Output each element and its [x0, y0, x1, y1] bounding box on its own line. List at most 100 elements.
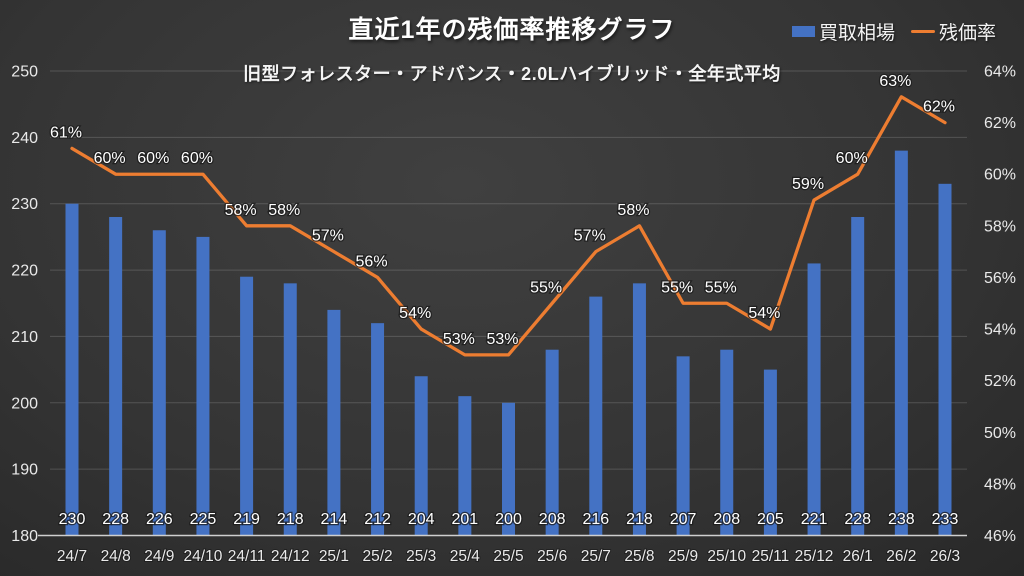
- bar: [502, 402, 515, 536]
- bar-value-label: 201: [451, 511, 478, 528]
- bar-value-label: 218: [277, 511, 304, 528]
- x-axis-label: 24/12: [271, 548, 310, 565]
- legend-item-zankaritsu: 残価率: [910, 18, 996, 45]
- bar-value-label: 207: [670, 511, 697, 528]
- right-axis-tick-label: 48%: [984, 476, 1016, 493]
- residual-rate-line: [70, 95, 947, 357]
- left-axis-tick-label: 190: [11, 462, 38, 479]
- line-value-label: 60%: [836, 150, 868, 167]
- x-axis-label: 25/6: [537, 548, 567, 565]
- right-axis-tick-label: 56%: [984, 270, 1016, 287]
- line-value-label: 59%: [792, 176, 824, 193]
- x-axis-label: 25/11: [752, 548, 790, 565]
- bar: [152, 230, 166, 536]
- bar: [851, 216, 865, 536]
- x-axis-label: 25/3: [406, 548, 436, 565]
- left-axis-tick-label: 250: [11, 64, 38, 81]
- x-axis-label: 25/12: [795, 548, 834, 565]
- bar-value-label: 205: [757, 511, 784, 528]
- left-axis-tick-label: 240: [11, 130, 38, 147]
- bar: [807, 263, 821, 536]
- right-axis-tick-label: 64%: [984, 64, 1016, 81]
- x-axis-label: 24/11: [228, 548, 266, 565]
- legend-label: 残価率: [938, 23, 996, 44]
- bar: [545, 349, 559, 536]
- bar: [763, 369, 777, 536]
- line-value-label: 55%: [705, 279, 737, 296]
- x-axis-label: 26/2: [886, 548, 916, 565]
- line-value-label: 55%: [530, 279, 562, 296]
- line-value-label: 54%: [748, 305, 780, 322]
- right-axis-tick-label: 62%: [984, 115, 1016, 132]
- bar: [196, 236, 210, 536]
- left-axis-tick-label: 180: [11, 528, 38, 545]
- bar-value-label: 216: [582, 511, 609, 528]
- bar-value-label: 230: [59, 511, 86, 528]
- x-axis-label: 25/10: [707, 548, 746, 565]
- bar: [458, 396, 472, 536]
- bar: [414, 376, 428, 536]
- bar-value-label: 208: [539, 511, 566, 528]
- bar: [589, 296, 603, 536]
- bar-swatch-icon: [791, 26, 815, 37]
- line-value-label: 56%: [356, 253, 388, 270]
- bar: [240, 276, 254, 536]
- line-value-label: 60%: [181, 150, 213, 167]
- line-value-label: 57%: [574, 228, 606, 245]
- chart-title: 直近1年の残価率推移グラフ: [348, 16, 676, 44]
- x-axis-label: 26/1: [843, 548, 873, 565]
- bar-value-label: 221: [801, 511, 828, 528]
- x-axis-label: 25/2: [362, 548, 392, 565]
- right-axis-tick-label: 58%: [984, 218, 1016, 235]
- line-value-label: 63%: [879, 73, 911, 90]
- bar-value-label: 238: [888, 511, 915, 528]
- bar: [327, 309, 341, 536]
- bar-value-label: 225: [190, 511, 217, 528]
- bar: [632, 283, 646, 536]
- x-axis-label: 25/5: [493, 548, 523, 565]
- bar-value-label: 200: [495, 511, 522, 528]
- x-axis-label: 26/3: [930, 548, 960, 565]
- x-axis-label: 24/9: [144, 548, 174, 565]
- x-axis-label: 25/8: [624, 548, 654, 565]
- line-value-label: 55%: [661, 279, 693, 296]
- bar-value-label: 226: [146, 511, 173, 528]
- right-axis-tick-label: 46%: [984, 528, 1016, 545]
- chart-subtitle: 旧型フォレスター・アドバンス・2.0Lハイブリッド・全年式平均: [243, 64, 781, 84]
- line-value-label: 58%: [617, 202, 649, 219]
- bar: [65, 203, 79, 536]
- bar: [720, 349, 734, 536]
- left-axis-tick-label: 200: [11, 395, 38, 412]
- left-axis-tick-label: 220: [11, 263, 38, 280]
- bar-value-label: 233: [932, 511, 959, 528]
- legend-label: 買取相場: [818, 23, 895, 44]
- line-swatch-icon: [910, 29, 935, 34]
- x-axis-label: 25/9: [668, 548, 698, 565]
- right-axis-tick-label: 54%: [984, 322, 1016, 339]
- x-axis-label: 25/7: [581, 548, 611, 565]
- bar: [938, 183, 952, 536]
- line-value-label: 60%: [94, 150, 126, 167]
- line-value-label: 54%: [399, 305, 431, 322]
- line-value-label: 61%: [50, 124, 82, 141]
- bar: [676, 356, 690, 536]
- right-axis-tick-label: 50%: [984, 425, 1016, 442]
- line-value-label: 53%: [486, 331, 518, 348]
- bar-value-label: 208: [713, 511, 740, 528]
- x-axis-label: 25/4: [450, 548, 481, 565]
- chart-legend: 買取相場 残価率: [791, 18, 996, 45]
- left-axis-tick-label: 230: [11, 196, 38, 213]
- right-axis-tick-label: 60%: [984, 167, 1016, 184]
- bar-value-label: 204: [408, 511, 435, 528]
- x-axis-label: 24/7: [57, 548, 87, 565]
- bar-value-label: 214: [321, 511, 348, 528]
- right-axis-tick-label: 52%: [984, 373, 1016, 390]
- line-value-label: 57%: [312, 228, 344, 245]
- bar: [109, 216, 123, 536]
- bar-value-label: 219: [233, 511, 260, 528]
- line-value-label: 58%: [225, 202, 257, 219]
- left-axis-tick-label: 210: [11, 329, 38, 346]
- line-value-label: 60%: [137, 150, 169, 167]
